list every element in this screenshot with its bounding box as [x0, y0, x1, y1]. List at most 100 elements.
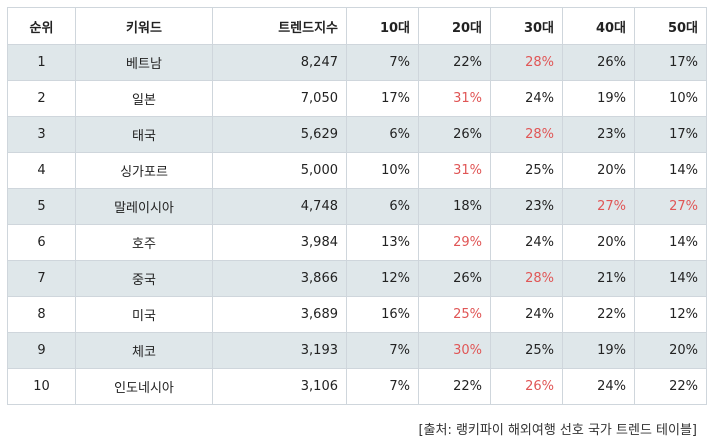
table-row: 1 베트남 8,247 7% 22% 28% 26% 17%	[7, 44, 707, 81]
cell-teens: 13%	[346, 224, 419, 261]
cell-twenties: 25%	[418, 296, 491, 333]
cell-teens: 7%	[346, 332, 419, 369]
cell-rank: 8	[7, 296, 76, 333]
cell-rank: 9	[7, 332, 76, 369]
cell-teens: 7%	[346, 44, 419, 81]
cell-fifties: 12%	[634, 296, 707, 333]
header-thirties: 30대	[490, 7, 563, 45]
cell-keyword: 싱가포르	[75, 152, 213, 189]
table-body: 1 베트남 8,247 7% 22% 28% 26% 17% 2 일본 7,050 17% 31% 24%…	[7, 44, 707, 405]
trend-table-container: 순위 키워드 트렌드지수 10대 20대 30대 40대 50대 1 베트남 8,2…	[7, 7, 707, 438]
cell-forties: 23%	[562, 116, 635, 153]
cell-rank: 10	[7, 368, 76, 405]
header-teens: 10대	[346, 7, 419, 45]
cell-trend-index: 5,629	[212, 116, 347, 153]
cell-thirties: 24%	[490, 296, 563, 333]
cell-forties: 20%	[562, 152, 635, 189]
cell-forties: 24%	[562, 368, 635, 405]
cell-thirties: 25%	[490, 152, 563, 189]
cell-keyword: 호주	[75, 224, 213, 261]
cell-fifties: 14%	[634, 152, 707, 189]
header-trend-index: 트렌드지수	[212, 7, 347, 45]
table-row: 4 싱가포르 5,000 10% 31% 25% 20% 14%	[7, 152, 707, 189]
cell-fifties: 14%	[634, 260, 707, 297]
cell-keyword: 미국	[75, 296, 213, 333]
table-row: 3 태국 5,629 6% 26% 28% 23% 17%	[7, 116, 707, 153]
cell-rank: 4	[7, 152, 76, 189]
cell-fifties: 17%	[634, 44, 707, 81]
table-row: 5 말레이시아 4,748 6% 18% 23% 27% 27%	[7, 188, 707, 225]
cell-rank: 5	[7, 188, 76, 225]
cell-teens: 6%	[346, 188, 419, 225]
cell-trend-index: 5,000	[212, 152, 347, 189]
cell-twenties: 26%	[418, 116, 491, 153]
cell-trend-index: 8,247	[212, 44, 347, 81]
cell-thirties: 28%	[490, 260, 563, 297]
cell-forties: 21%	[562, 260, 635, 297]
cell-forties: 26%	[562, 44, 635, 81]
trend-table: 순위 키워드 트렌드지수 10대 20대 30대 40대 50대 1 베트남 8,2…	[7, 7, 707, 405]
cell-thirties: 28%	[490, 44, 563, 81]
cell-twenties: 31%	[418, 152, 491, 189]
source-caption: [출처: 랭키파이 해외여행 선호 국가 트렌드 테이블]	[418, 423, 697, 438]
cell-forties: 20%	[562, 224, 635, 261]
cell-forties: 19%	[562, 332, 635, 369]
header-forties: 40대	[562, 7, 635, 45]
cell-keyword: 중국	[75, 260, 213, 297]
cell-rank: 2	[7, 80, 76, 117]
table-row: 6 호주 3,984 13% 29% 24% 20% 14%	[7, 224, 707, 261]
cell-fifties: 10%	[634, 80, 707, 117]
cell-twenties: 31%	[418, 80, 491, 117]
cell-thirties: 23%	[490, 188, 563, 225]
cell-twenties: 22%	[418, 368, 491, 405]
cell-twenties: 30%	[418, 332, 491, 369]
cell-fifties: 14%	[634, 224, 707, 261]
cell-rank: 6	[7, 224, 76, 261]
cell-keyword: 체코	[75, 332, 213, 369]
cell-keyword: 태국	[75, 116, 213, 153]
header-rank: 순위	[7, 7, 76, 45]
cell-trend-index: 3,193	[212, 332, 347, 369]
header-twenties: 20대	[418, 7, 491, 45]
cell-rank: 7	[7, 260, 76, 297]
cell-twenties: 29%	[418, 224, 491, 261]
cell-fifties: 22%	[634, 368, 707, 405]
cell-rank: 3	[7, 116, 76, 153]
cell-keyword: 일본	[75, 80, 213, 117]
cell-thirties: 24%	[490, 80, 563, 117]
cell-fifties: 20%	[634, 332, 707, 369]
cell-teens: 10%	[346, 152, 419, 189]
header-keyword: 키워드	[75, 7, 213, 45]
cell-rank: 1	[7, 44, 76, 81]
table-header-row: 순위 키워드 트렌드지수 10대 20대 30대 40대 50대	[7, 7, 707, 45]
cell-forties: 19%	[562, 80, 635, 117]
cell-fifties: 27%	[634, 188, 707, 225]
cell-thirties: 24%	[490, 224, 563, 261]
cell-thirties: 28%	[490, 116, 563, 153]
cell-teens: 7%	[346, 368, 419, 405]
cell-trend-index: 7,050	[212, 80, 347, 117]
table-row: 8 미국 3,689 16% 25% 24% 22% 12%	[7, 296, 707, 333]
cell-keyword: 인도네시아	[75, 368, 213, 405]
table-row: 7 중국 3,866 12% 26% 28% 21% 14%	[7, 260, 707, 297]
cell-keyword: 말레이시아	[75, 188, 213, 225]
cell-trend-index: 3,866	[212, 260, 347, 297]
cell-trend-index: 3,689	[212, 296, 347, 333]
cell-thirties: 25%	[490, 332, 563, 369]
cell-forties: 22%	[562, 296, 635, 333]
table-row: 2 일본 7,050 17% 31% 24% 19% 10%	[7, 80, 707, 117]
cell-teens: 6%	[346, 116, 419, 153]
cell-trend-index: 4,748	[212, 188, 347, 225]
cell-twenties: 18%	[418, 188, 491, 225]
cell-thirties: 26%	[490, 368, 563, 405]
cell-teens: 12%	[346, 260, 419, 297]
cell-trend-index: 3,106	[212, 368, 347, 405]
cell-fifties: 17%	[634, 116, 707, 153]
header-fifties: 50대	[634, 7, 707, 45]
cell-teens: 17%	[346, 80, 419, 117]
cell-teens: 16%	[346, 296, 419, 333]
table-row: 9 체코 3,193 7% 30% 25% 19% 20%	[7, 332, 707, 369]
cell-keyword: 베트남	[75, 44, 213, 81]
cell-trend-index: 3,984	[212, 224, 347, 261]
cell-forties: 27%	[562, 188, 635, 225]
